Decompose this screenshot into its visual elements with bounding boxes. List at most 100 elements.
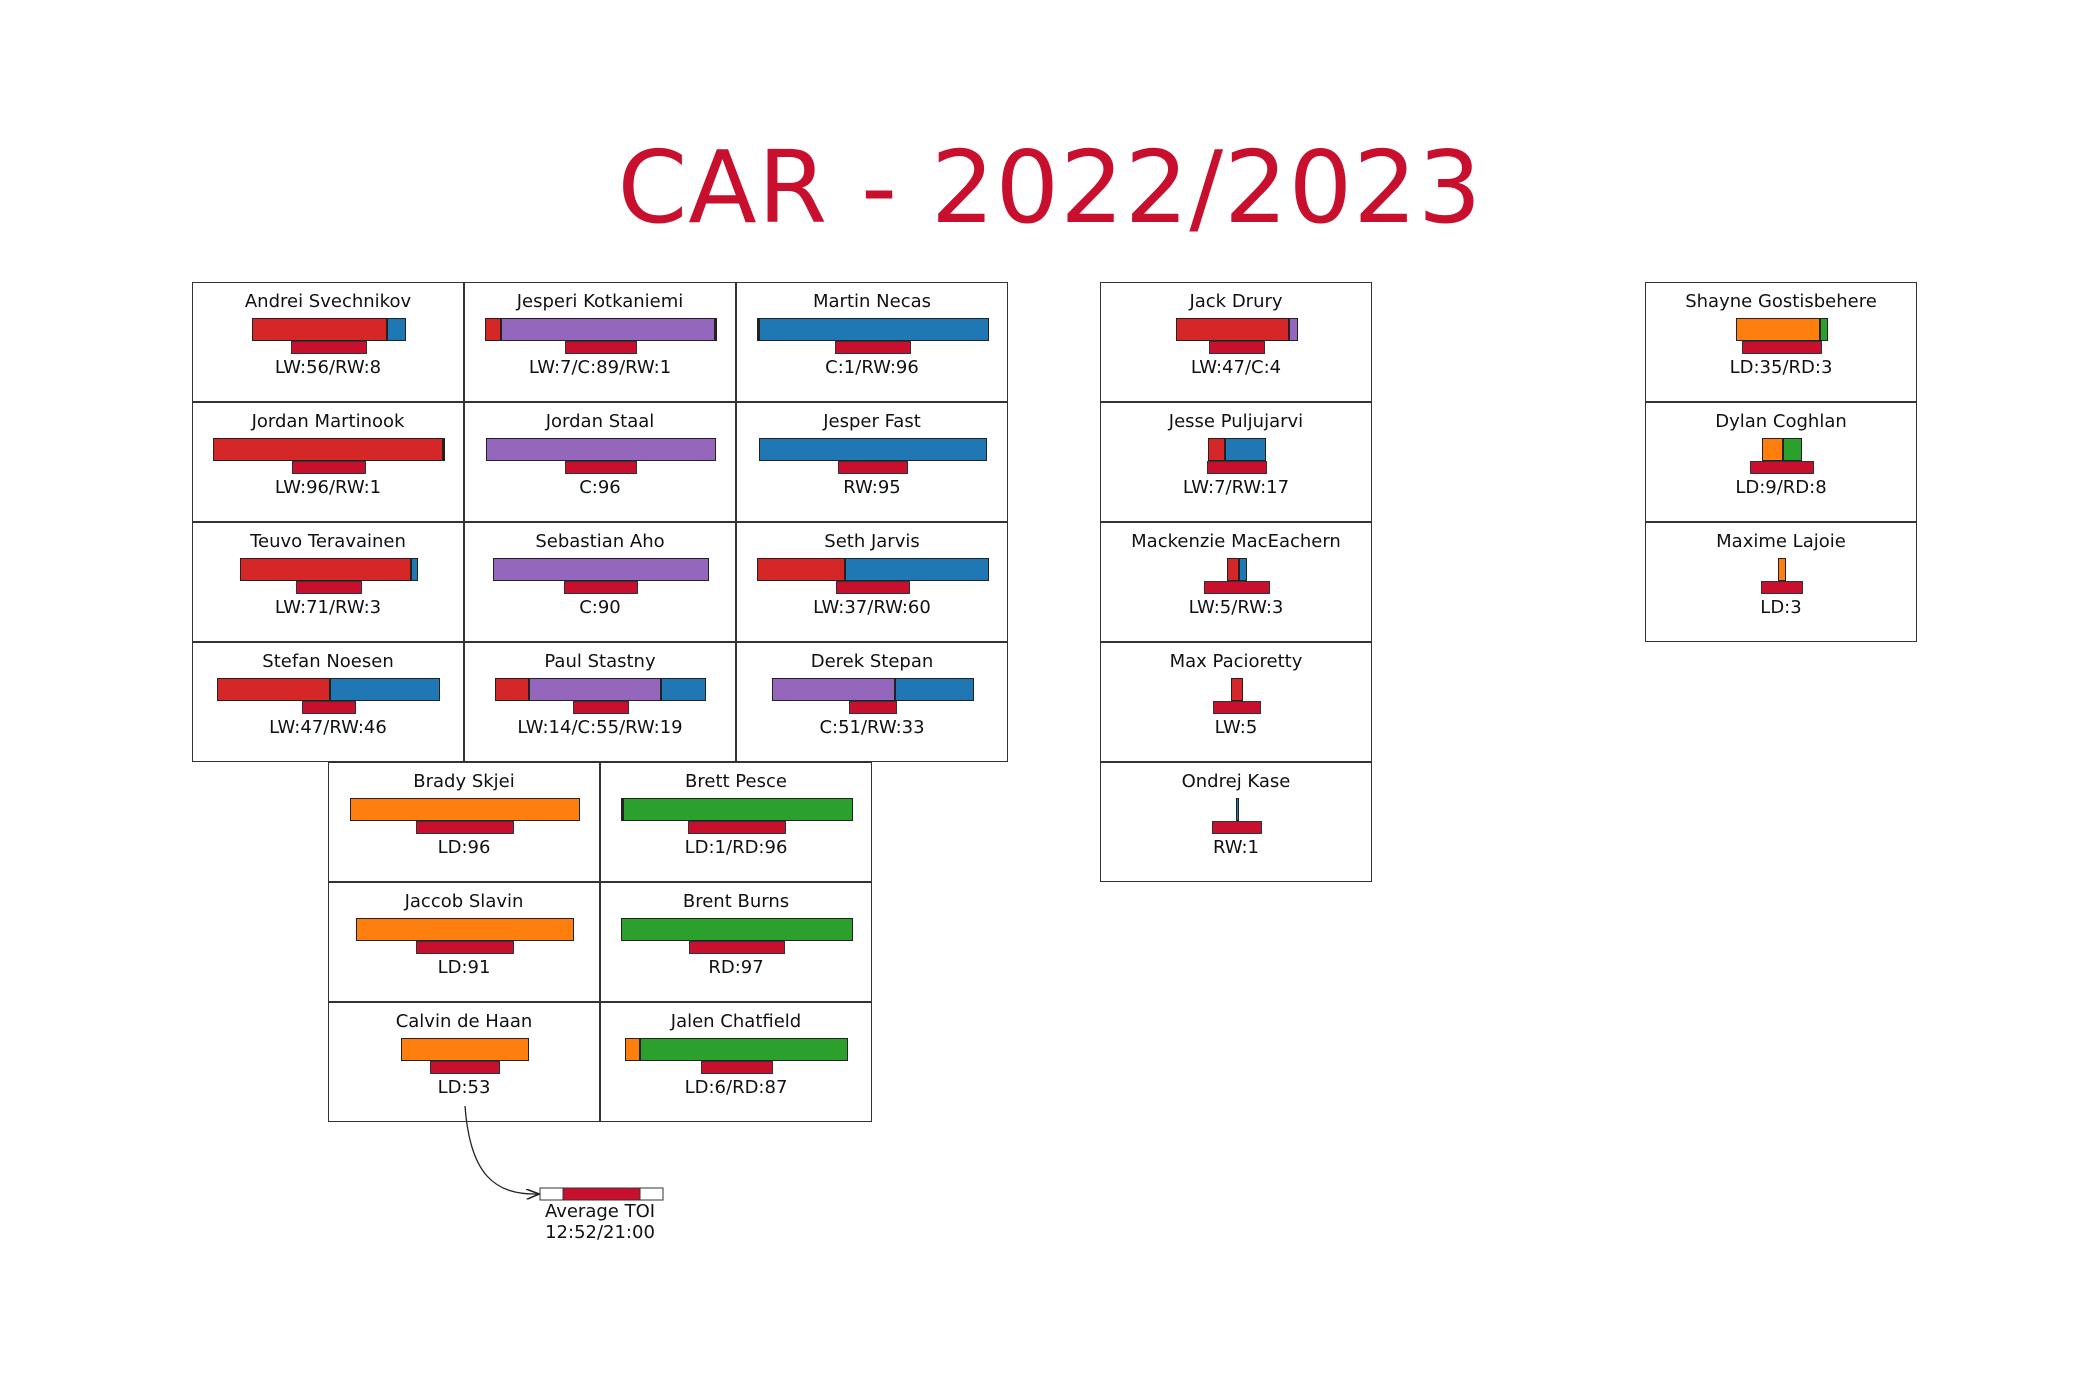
position-games-label: LW:47/C:4 xyxy=(1190,357,1282,378)
player-name: Maxime Lajoie xyxy=(1716,531,1846,552)
player-card: Brett Pesce LD:1/RD:96 xyxy=(600,762,872,882)
toi-bar xyxy=(292,461,366,474)
position-games-label: LW:96/RW:1 xyxy=(274,477,382,498)
player-card: Ondrej Kase RW:1 xyxy=(1100,762,1372,882)
position-bar-c xyxy=(493,558,709,581)
position-bar-rw xyxy=(330,678,441,701)
position-games-label: C:90 xyxy=(579,597,621,618)
toi-bar xyxy=(849,701,897,714)
toi-bar xyxy=(1750,461,1814,474)
toi-bar xyxy=(1761,581,1803,594)
toi-bar xyxy=(565,461,637,474)
player-name: Max Pacioretty xyxy=(1169,651,1303,672)
legend-range: 12:52/21:00 xyxy=(545,1222,655,1243)
position-bar-rw xyxy=(1239,558,1247,581)
position-bar-lw xyxy=(240,558,411,581)
player-name: Jaccob Slavin xyxy=(404,891,524,912)
player-card: Brady Skjei LD:96 xyxy=(328,762,600,882)
position-bar-lw xyxy=(1231,678,1243,701)
position-bar-rw xyxy=(759,438,987,461)
toi-bar xyxy=(573,701,629,714)
player-card: Jesperi Kotkaniemi LW:7/C:89/RW:1 xyxy=(464,282,736,402)
position-bar-ld xyxy=(401,1038,529,1061)
position-bar-c xyxy=(501,318,715,341)
position-games-label: LD:1/RD:96 xyxy=(684,837,788,858)
player-name: Brent Burns xyxy=(682,891,790,912)
toi-bar xyxy=(1204,581,1270,594)
player-card: Jordan Staal C:96 xyxy=(464,402,736,522)
toi-bar xyxy=(564,581,638,594)
position-bar-lw xyxy=(1208,438,1225,461)
player-name: Calvin de Haan xyxy=(395,1011,533,1032)
position-bar-rw xyxy=(1225,438,1266,461)
position-bar-ld xyxy=(625,1038,640,1061)
toi-bar xyxy=(1212,701,1262,714)
position-bar-rd xyxy=(623,798,854,821)
player-name: Derek Stepan xyxy=(810,651,934,672)
position-bar-lw xyxy=(756,558,846,581)
position-bar-rw xyxy=(660,678,707,701)
position-games-label: LD:91 xyxy=(437,957,491,978)
position-bar-c xyxy=(1288,318,1299,341)
player-card: Jalen Chatfield LD:6/RD:87 xyxy=(600,1002,872,1122)
position-games-label: RW:1 xyxy=(1212,837,1260,858)
player-name: Jack Drury xyxy=(1189,291,1283,312)
player-card: Jordan Martinook LW:96/RW:1 xyxy=(192,402,464,522)
player-name: Paul Stastny xyxy=(544,651,656,672)
position-bar-rw xyxy=(714,318,718,341)
position-bar-ld xyxy=(1736,318,1821,341)
position-bar-lw xyxy=(252,318,387,341)
position-games-label: LD:53 xyxy=(437,1077,491,1098)
position-games-label: C:51/RW:33 xyxy=(819,717,925,738)
position-games-label: LD:3 xyxy=(1760,597,1802,618)
player-card: Derek Stepan C:51/RW:33 xyxy=(736,642,1008,762)
legend-label: Average TOI xyxy=(544,1201,656,1222)
toi-bar xyxy=(1741,341,1823,354)
position-games-label: LW:71/RW:3 xyxy=(274,597,382,618)
player-name: Jesperi Kotkaniemi xyxy=(516,291,684,312)
player-card: Calvin de Haan LD:53 xyxy=(328,1002,600,1122)
position-games-label: LW:37/RW:60 xyxy=(813,597,931,618)
position-bar-rd xyxy=(620,918,854,941)
position-games-label: LD:96 xyxy=(437,837,491,858)
toi-bar xyxy=(1211,821,1263,834)
player-card: Jesper Fast RW:95 xyxy=(736,402,1008,522)
toi-bar xyxy=(687,821,787,834)
player-card: Jack Drury LW:47/C:4 xyxy=(1100,282,1372,402)
position-games-label: LW:14/C:55/RW:19 xyxy=(517,717,683,738)
player-card: Brent Burns RD:97 xyxy=(600,882,872,1002)
position-bar-rw xyxy=(845,558,990,581)
player-name: Dylan Coghlan xyxy=(1715,411,1847,432)
player-name: Jordan Staal xyxy=(545,411,655,432)
player-name: Andrei Svechnikov xyxy=(244,291,412,312)
position-games-label: C:1/RW:96 xyxy=(825,357,919,378)
toi-bar xyxy=(415,821,515,834)
player-name: Jalen Chatfield xyxy=(670,1011,802,1032)
position-bar-lw xyxy=(484,318,502,341)
player-name: Jesper Fast xyxy=(823,411,921,432)
player-card: Seth Jarvis LW:37/RW:60 xyxy=(736,522,1008,642)
position-bar-rw xyxy=(442,438,446,461)
position-bar-rd xyxy=(1783,438,1803,461)
position-games-label: LW:7/C:89/RW:1 xyxy=(528,357,672,378)
toi-bar xyxy=(301,701,357,714)
position-games-label: RD:97 xyxy=(708,957,764,978)
position-bar-rw xyxy=(1235,798,1239,821)
toi-bar xyxy=(291,341,367,354)
position-games-label: RW:95 xyxy=(843,477,901,498)
toi-bar xyxy=(295,581,363,594)
player-card: Jaccob Slavin LD:91 xyxy=(328,882,600,1002)
position-bar-rw xyxy=(894,678,974,701)
position-games-label: LD:9/RD:8 xyxy=(1735,477,1827,498)
position-games-label: LW:56/RW:8 xyxy=(274,357,382,378)
player-card: Teuvo Teravainen LW:71/RW:3 xyxy=(192,522,464,642)
player-card: Maxime Lajoie LD:3 xyxy=(1645,522,1917,642)
position-bar-ld xyxy=(355,918,575,941)
position-bar-ld xyxy=(1761,438,1784,461)
player-name: Martin Necas xyxy=(813,291,931,312)
player-name: Jesse Puljujarvi xyxy=(1168,411,1304,432)
position-games-label: C:96 xyxy=(579,477,621,498)
position-bar-lw xyxy=(495,678,530,701)
position-bar-ld xyxy=(349,798,581,821)
